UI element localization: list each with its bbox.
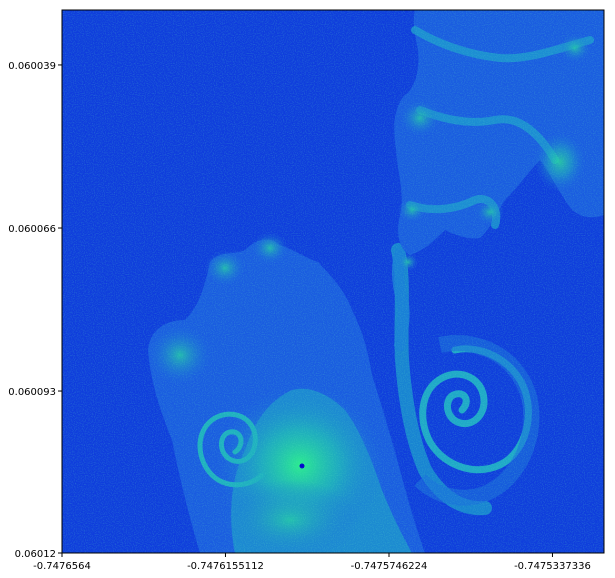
axes-frame	[61, 9, 605, 554]
y-tick-label: 0.060066	[8, 224, 56, 235]
y-tick-label: 0.060039	[8, 61, 56, 72]
y-tick-label: 0.06012	[15, 549, 56, 560]
speckle-texture	[62, 10, 604, 553]
x-tick-label: -0.7476564	[33, 561, 91, 572]
x-tick-label: -0.7475746224	[351, 561, 428, 572]
y-tick-label: 0.060093	[8, 387, 56, 398]
y-axis: 0.060039 0.060066 0.060093 0.06012	[8, 61, 62, 560]
x-axis: -0.7476564 -0.7476155112 -0.7475746224 -0.7…	[33, 553, 591, 572]
x-tick-label: -0.7476155112	[187, 561, 264, 572]
x-tick-label: -0.7475337336	[514, 561, 591, 572]
plot-area	[62, 10, 604, 553]
